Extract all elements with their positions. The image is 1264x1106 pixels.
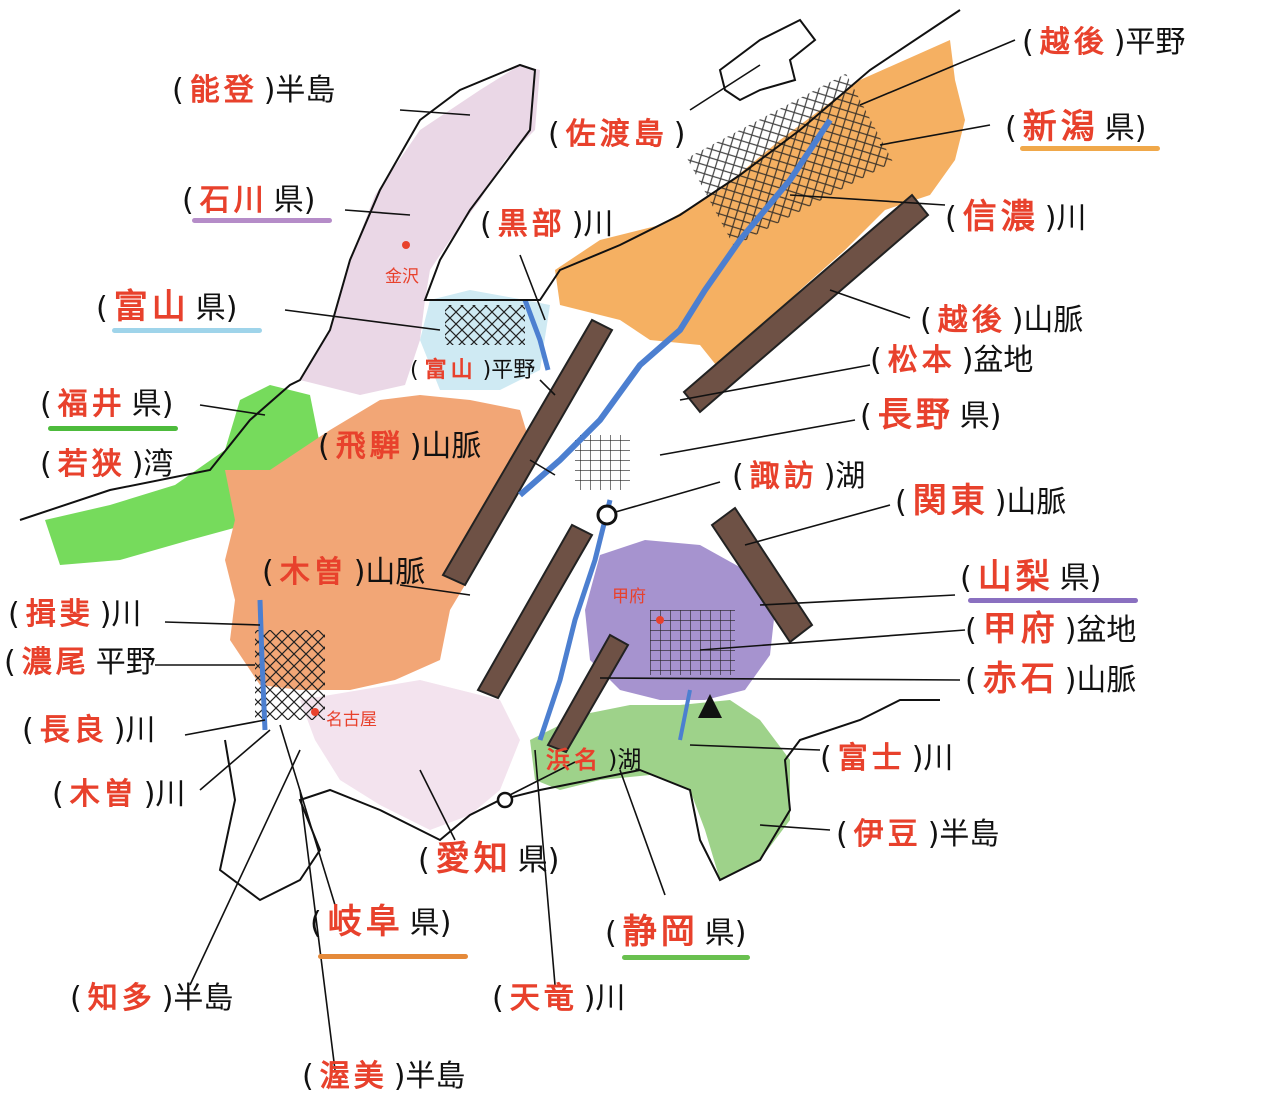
leader-lines — [155, 39, 1016, 1071]
ishikawa-region — [300, 65, 540, 395]
label-fukui-prefecture: (福井 県) — [40, 387, 174, 422]
sado-island — [718, 18, 817, 102]
label-akaishi-mountains: (赤石)山脈 — [965, 659, 1137, 699]
label-nagara-river: (長良)川 — [22, 713, 156, 748]
matsumoto-basin-grid — [575, 435, 630, 490]
underline-niigata — [1020, 146, 1160, 151]
shinano-river — [518, 118, 833, 498]
gifu-region — [225, 395, 535, 690]
label-shizuoka-prefecture: (静岡 県) — [605, 912, 747, 952]
kanazawa-red-dot-city-icon — [402, 241, 410, 249]
label-yamanashi-prefecture: (山梨 県) — [960, 557, 1102, 597]
toyama-plain-hatch — [445, 305, 525, 345]
label-kiso-river: (木曽)川 — [52, 777, 186, 812]
city-nagoya: 名古屋 — [326, 710, 377, 730]
label-toyama-prefecture: (富山 県) — [96, 287, 238, 327]
label-tenryu-river: (天竜)川 — [492, 981, 626, 1016]
label-niigata-prefecture: (新潟 県) — [1005, 107, 1147, 147]
label-wakasa-bay: (若狭)湾 — [40, 447, 174, 482]
kofu-red-dot-city-icon — [656, 616, 664, 624]
nobi-plain-hatch — [255, 630, 325, 720]
label-suwa-lake: (諏訪)湖 — [732, 459, 866, 494]
underline-yamanashi — [968, 598, 1138, 603]
city-kofu: 甲府 — [612, 587, 646, 607]
label-shinano-river: (信濃)川 — [945, 197, 1087, 237]
akaishi-mountains — [546, 633, 630, 754]
suwa-lake-icon — [596, 504, 618, 526]
label-matsumoto-basin: (松本)盆地 — [870, 343, 1034, 378]
kiso-river-stream — [257, 599, 268, 731]
underline-ishikawa — [192, 218, 332, 223]
shizuoka-region — [530, 700, 790, 880]
underline-fukui — [48, 426, 178, 431]
kurobe-river — [522, 299, 551, 371]
underline-toyama — [112, 328, 262, 333]
label-nobi-plain: (濃尾 平野 — [4, 645, 156, 680]
echigo-mountains — [682, 193, 930, 414]
city-kanazawa: 金沢 — [385, 267, 419, 287]
label-ibi-river: (揖斐)川 — [8, 597, 142, 632]
label-aichi-prefecture: (愛知 県) — [418, 839, 560, 879]
label-kofu-basin: (甲府)盆地 — [965, 609, 1137, 649]
label-noto-peninsula: (能登)半島 — [172, 73, 336, 108]
fukui-region — [45, 385, 320, 565]
label-nagano-prefecture: (長野 県) — [860, 395, 1002, 435]
label-hamana-lake: 浜名)湖 — [546, 746, 642, 774]
coastline-pacific — [218, 699, 940, 902]
kiso-mountains — [476, 523, 594, 700]
label-toyama-plain: (富山)平野 — [410, 358, 536, 383]
hamana-lake-icon — [496, 791, 514, 809]
underline-gifu — [318, 954, 468, 959]
kanto-mountains — [710, 506, 814, 644]
fuji-river — [678, 689, 692, 741]
label-chita-peninsula: (知多)半島 — [70, 981, 234, 1016]
label-fuji-river: (富士)川 — [820, 741, 954, 776]
kofu-basin-grid — [650, 610, 735, 675]
mount-fuji-triangle-mountain-icon — [698, 694, 722, 718]
aichi-region — [300, 680, 520, 830]
label-echigo-mountains: (越後)山脈 — [920, 303, 1084, 338]
label-kurobe-river: (黒部)川 — [480, 207, 614, 242]
coastline-japan-sea — [19, 9, 961, 521]
label-ishikawa-prefecture: (石川 県) — [182, 183, 316, 218]
label-atsumi-peninsula: (渥美)半島 — [302, 1059, 466, 1094]
label-echigo-plain: (越後)平野 — [1022, 25, 1186, 60]
label-kiso-mountains: (木曽)山脈 — [262, 555, 426, 590]
label-kanto-mountains: (関東)山脈 — [895, 481, 1067, 521]
underline-shizuoka — [622, 955, 750, 960]
echigo-plain-hatch — [687, 73, 893, 247]
nagoya-red-dot-city-icon — [311, 708, 319, 716]
label-izu-peninsula: (伊豆)半島 — [836, 817, 1000, 852]
tenryu-river — [537, 499, 613, 741]
label-gifu-prefecture: (岐阜 県) — [310, 902, 452, 942]
label-hida-mountains: (飛騨)山脈 — [318, 429, 482, 464]
hida-mountains — [441, 318, 614, 587]
label-sado-island: (佐渡島) — [548, 117, 686, 152]
